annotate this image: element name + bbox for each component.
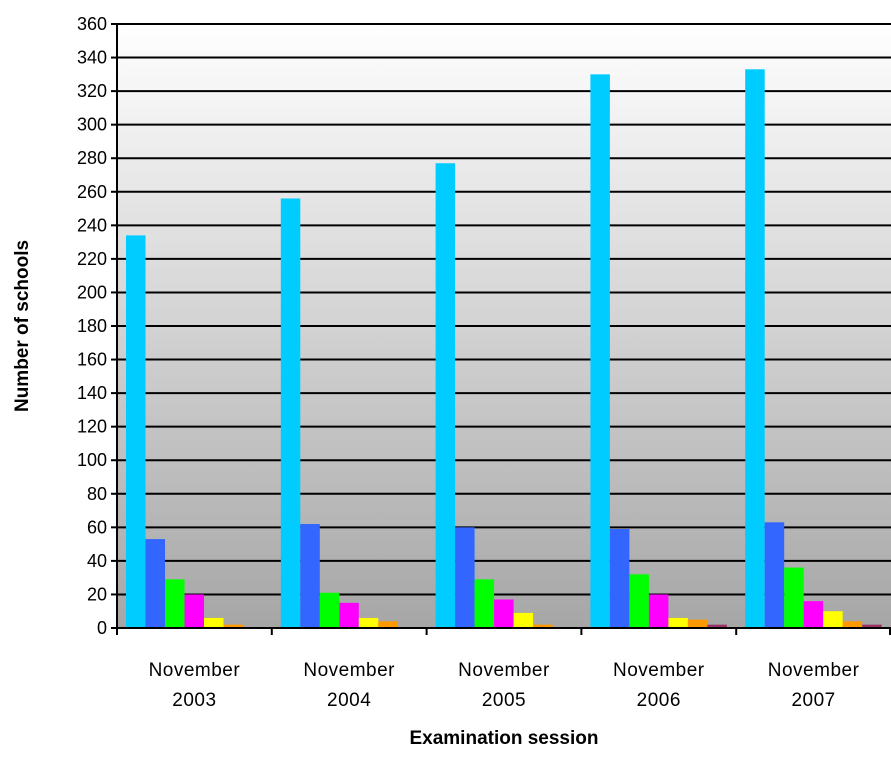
- x-tick-labels: November 2003 November 2004 November 2005 Nove…: [149, 660, 860, 711]
- bar: [803, 601, 824, 628]
- x-tick-label: 2007: [791, 690, 835, 711]
- bar: [358, 617, 379, 628]
- bar: [204, 617, 224, 628]
- bar: [764, 522, 785, 628]
- bars: [126, 69, 882, 629]
- bar: [745, 69, 765, 629]
- y-tick-label: 360: [77, 14, 107, 34]
- y-tick-label: 20: [87, 584, 107, 604]
- y-tick-label: 260: [77, 182, 107, 202]
- x-tick-label: November: [768, 660, 860, 681]
- x-axis-label: Examination session: [409, 728, 598, 749]
- x-tick-label: 2006: [637, 690, 681, 711]
- bar: [533, 624, 553, 628]
- x-tick-label: November: [613, 660, 705, 681]
- bar: [687, 619, 708, 628]
- y-tick-label: 100: [77, 450, 107, 470]
- bar: [223, 624, 243, 628]
- bar: [145, 539, 165, 628]
- x-tick-label: 2005: [482, 690, 526, 711]
- x-tick-label: 2003: [172, 690, 216, 711]
- y-tick-label: 180: [77, 316, 107, 336]
- y-tick-label: 340: [77, 48, 107, 68]
- x-tick-label: November: [458, 660, 550, 681]
- bar: [126, 235, 146, 628]
- bar: [319, 592, 340, 628]
- bar: [300, 523, 320, 628]
- y-axis-label: Number of schools: [12, 240, 33, 412]
- y-tick-label: 300: [77, 115, 107, 135]
- x-tick-label: November: [149, 660, 241, 681]
- bar: [629, 574, 649, 628]
- bar: [494, 599, 514, 628]
- y-tick-label: 320: [77, 81, 107, 101]
- bar: [668, 617, 688, 628]
- bar: [707, 624, 727, 628]
- bar: [184, 594, 204, 628]
- bar: [842, 621, 863, 628]
- bar: [590, 74, 610, 629]
- bar: [823, 611, 843, 628]
- y-tick-label: 120: [77, 417, 107, 437]
- y-tick-labels: 0 20 40 60 80 100 120 140 160 180 200 220 240 260 280 3…: [77, 14, 117, 638]
- bar: [165, 579, 185, 628]
- x-tick-label: 2004: [327, 690, 371, 711]
- bar: [862, 624, 882, 628]
- bar: [378, 621, 398, 628]
- y-tick-label: 80: [87, 484, 107, 504]
- bar: [455, 527, 475, 628]
- y-tick-label: 220: [77, 249, 107, 269]
- x-tick-label: November: [303, 660, 395, 681]
- y-tick-label: 200: [77, 282, 107, 302]
- bar: [513, 612, 534, 628]
- bar: [280, 198, 301, 628]
- bar: [784, 567, 804, 628]
- y-tick-label: 0: [97, 618, 107, 638]
- y-tick-label: 60: [87, 517, 107, 537]
- y-tick-label: 240: [77, 215, 107, 235]
- y-tick-label: 280: [77, 148, 107, 168]
- y-tick-label: 40: [87, 551, 107, 571]
- y-tick-label: 160: [77, 350, 107, 370]
- bar: [474, 579, 495, 628]
- bar: [339, 602, 359, 628]
- bar: [648, 594, 669, 628]
- bar: [609, 529, 630, 628]
- bar: [435, 163, 456, 628]
- y-tick-label: 140: [77, 383, 107, 403]
